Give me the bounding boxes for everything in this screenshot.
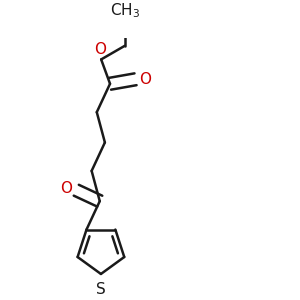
Text: CH$_3$: CH$_3$: [110, 2, 140, 20]
Text: O: O: [60, 182, 72, 196]
Text: O: O: [94, 42, 106, 57]
Text: S: S: [96, 282, 106, 297]
Text: O: O: [139, 72, 151, 87]
